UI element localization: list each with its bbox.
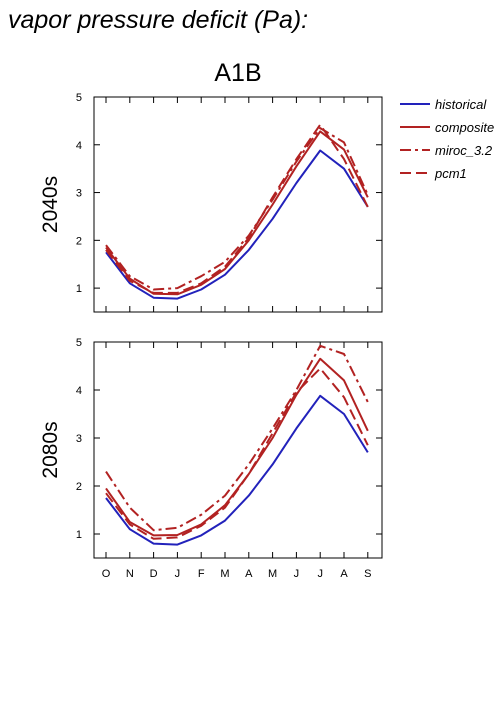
x-tick-label: A [340, 568, 348, 580]
series-line-miroc-3-2 [105, 127, 369, 291]
x-tick-label: N [126, 568, 134, 580]
y-tick-label: 2 [76, 481, 82, 493]
y-tick-label: 3 [76, 433, 82, 445]
x-tick-label: J [175, 568, 181, 580]
y-tick-label: 1 [76, 529, 82, 541]
y-tick-label: 5 [76, 337, 82, 349]
x-tick-label: F [198, 568, 205, 580]
x-tick-label: J [317, 568, 323, 580]
plot-frame [93, 341, 383, 559]
row-label-2080s: 2080s [39, 421, 62, 478]
x-tick-label: S [364, 568, 371, 580]
x-tick-label: O [102, 568, 111, 580]
scenario-title: A1B [214, 59, 261, 87]
legend-label: historical [435, 97, 487, 112]
x-tick-label: M [220, 568, 229, 580]
chart-panel-2080s: 2080s 1 2 3 4 5 O N D J F M A M J J A S [39, 337, 383, 580]
x-tick-label: J [294, 568, 300, 580]
legend-label: composite [435, 120, 494, 135]
y-tick-label: 1 [76, 283, 82, 295]
plot-frame [93, 96, 383, 313]
y-tick-label: 2 [76, 235, 82, 247]
y-tick-label: 4 [76, 385, 82, 397]
legend-label: miroc_3.2 [435, 143, 493, 158]
series-line-pcm1 [105, 367, 369, 540]
y-tick-label: 3 [76, 188, 82, 200]
series-line-historical [105, 149, 369, 300]
series-line-historical [105, 394, 369, 546]
y-tick-label: 5 [76, 92, 82, 104]
legend-label: pcm1 [434, 166, 467, 181]
x-tick-label: M [268, 568, 277, 580]
figure-title: vapor pressure deficit (Pa): [8, 6, 309, 34]
series-line-composite [105, 130, 369, 296]
row-label-2040s: 2040s [39, 176, 62, 233]
series-line-pcm1 [105, 123, 369, 294]
legend: historical composite miroc_3.2 pcm1 [400, 97, 494, 181]
y-tick-label: 4 [76, 140, 82, 152]
series-line-miroc-3-2 [105, 344, 369, 532]
chart-panel-2040s: 2040s 1 2 3 4 5 [39, 92, 383, 313]
x-tick-label: D [150, 568, 158, 580]
x-tick-label: A [245, 568, 253, 580]
